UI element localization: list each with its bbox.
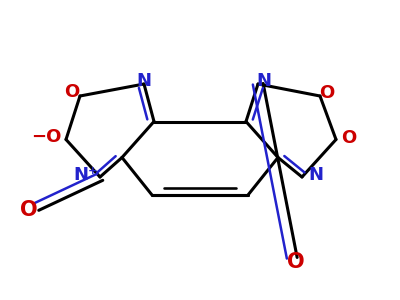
Text: N: N [308,167,324,184]
Text: O: O [320,84,335,102]
Text: O: O [20,200,38,220]
Text: O: O [64,82,80,100]
Text: N⁺: N⁺ [74,167,98,184]
Text: −O: −O [31,128,61,146]
Text: O: O [341,129,356,147]
Text: N: N [136,72,152,90]
Text: N: N [256,72,272,90]
Text: O: O [287,252,305,272]
